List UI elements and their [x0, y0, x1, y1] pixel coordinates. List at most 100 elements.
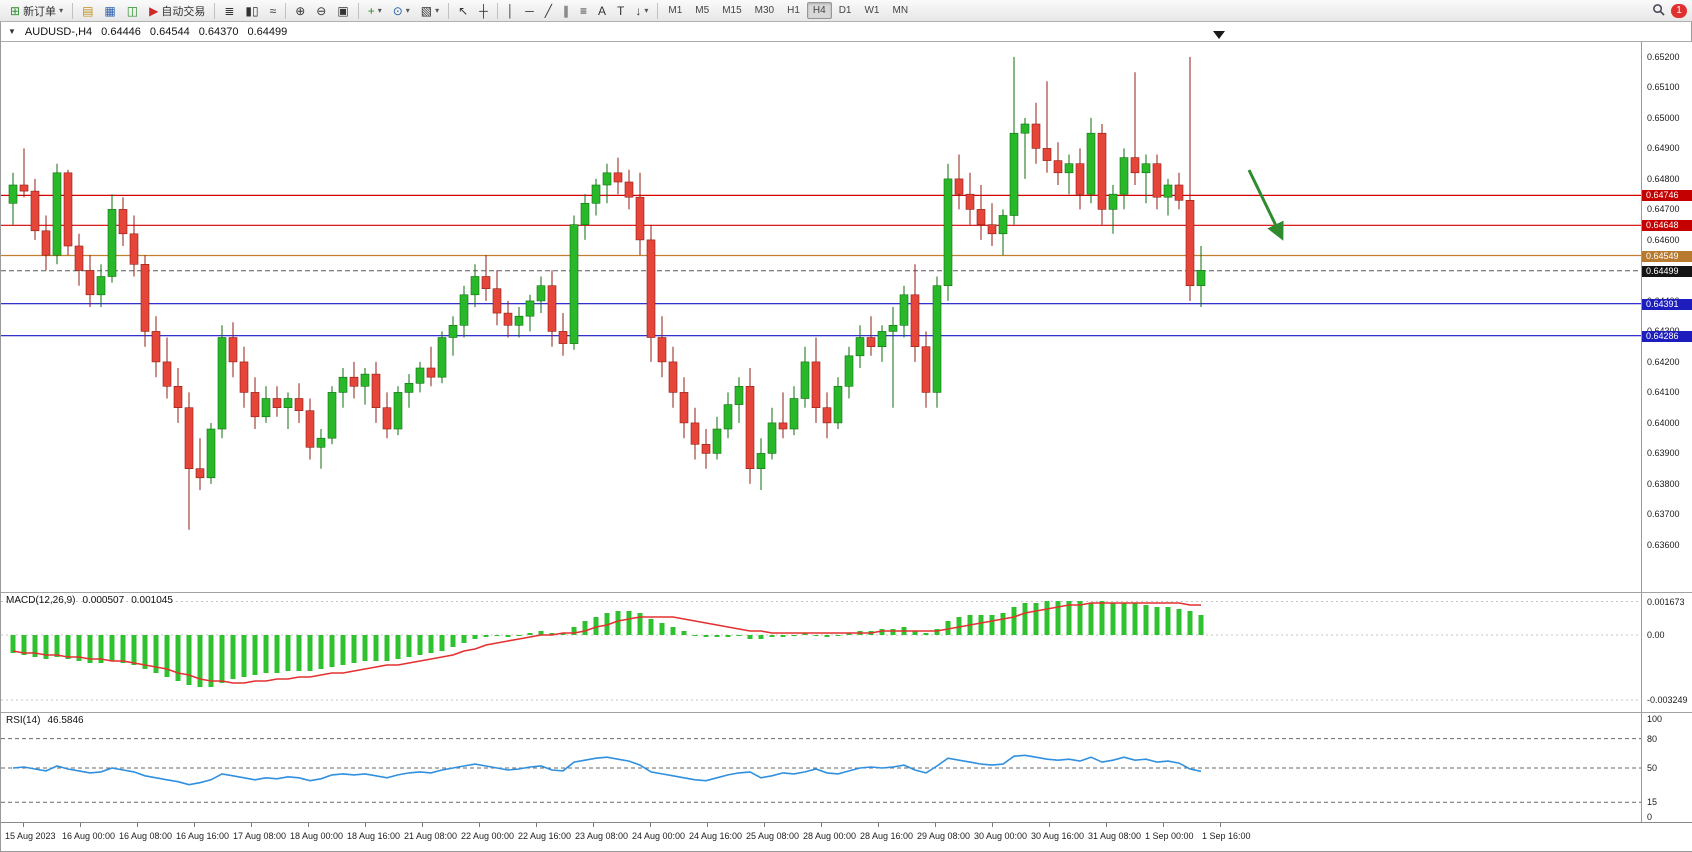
notification-badge[interactable]: 1 — [1671, 3, 1687, 18]
price-chart-plot[interactable] — [1, 42, 1641, 592]
new-chart-button[interactable]: + ▾ — [363, 2, 387, 20]
macd-histogram-bar — [219, 635, 225, 683]
chart-line-button[interactable]: ≈ — [265, 2, 282, 20]
time-tick — [878, 823, 879, 827]
candle-body — [723, 404, 733, 430]
vertical-line-tool-button[interactable]: │ — [502, 2, 520, 20]
macd-histogram-bar — [989, 615, 995, 635]
timeframe-button-d1[interactable]: D1 — [838, 5, 852, 16]
macd-histogram-bar — [131, 635, 137, 665]
macd-plot[interactable] — [1, 593, 1641, 713]
crosshair-icon: ┼ — [479, 3, 488, 18]
price-tick-label: 0.65200 — [1647, 51, 1680, 62]
timeframe-button-m30[interactable]: M30 — [754, 5, 775, 16]
macd-histogram-bar — [1099, 601, 1105, 635]
price-axis[interactable]: 0.65200 0.65100 0.65000 0.64900 0.64800 0.647… — [1641, 42, 1692, 592]
new-order-button[interactable]: ⊞ 新订单 ▾ — [5, 2, 68, 20]
time-tick — [821, 823, 822, 827]
horizontal-line-tool-button[interactable]: ─ — [520, 2, 539, 20]
macd-histogram-bar — [791, 635, 797, 636]
rsi-axis[interactable]: 100 80 50 15 0 — [1641, 713, 1692, 822]
macd-histogram-bar — [549, 633, 555, 635]
candle-body — [844, 355, 854, 387]
time-tick — [536, 823, 537, 827]
macd-histogram-bar — [582, 621, 588, 635]
templates-button[interactable]: ▧ ▾ — [416, 2, 444, 20]
arrows-tool-button[interactable]: ↓ ▾ — [630, 2, 653, 20]
chart-shift-marker[interactable] — [1213, 31, 1225, 39]
candle-body — [151, 331, 161, 363]
macd-tick-label: 0.00 — [1647, 630, 1665, 640]
candle-body — [349, 376, 359, 387]
time-axis[interactable]: 15 Aug 2023 16 Aug 00:00 16 Aug 08:00 16 Au… — [1, 822, 1692, 851]
data-window-button[interactable]: ▦ — [99, 2, 120, 20]
macd-histogram-bar — [87, 635, 93, 663]
text-tool-button[interactable]: A — [593, 2, 611, 20]
timeframe-button-h4[interactable]: H4 — [806, 2, 832, 19]
time-tick-label: 22 Aug 16:00 — [518, 831, 572, 841]
time-tick — [1220, 823, 1221, 827]
price-level-tag: 0.64391 — [1642, 298, 1692, 310]
price-tick-label: 0.64600 — [1647, 234, 1680, 245]
candle-body — [129, 233, 139, 265]
template-icon: ▧ — [420, 3, 433, 18]
timeframe-button-w1[interactable]: W1 — [864, 5, 880, 16]
label-tool-button[interactable]: T — [612, 2, 629, 20]
clock-icon: ⊙ — [392, 3, 403, 18]
macd-histogram-bar — [461, 635, 467, 643]
macd-histogram-bar — [923, 633, 929, 635]
macd-value-main: 0.000507 — [82, 595, 125, 606]
search-button[interactable] — [1647, 2, 1670, 20]
price-tick-label: 0.64800 — [1647, 173, 1680, 184]
timeframe-button-m5[interactable]: M5 — [695, 5, 710, 16]
time-tick — [365, 823, 366, 827]
toolbar-separator — [72, 2, 74, 19]
auto-trading-button[interactable]: ▶ 自动交易 — [144, 2, 210, 20]
timeframe-button-h1[interactable]: H1 — [787, 5, 800, 16]
time-tick-label: 17 Aug 08:00 — [233, 831, 287, 841]
candle-body — [371, 373, 381, 409]
navigator-button[interactable]: ◫ — [122, 2, 143, 20]
crosshair-button[interactable]: ┼ — [474, 2, 493, 20]
macd-histogram-bar — [362, 635, 368, 661]
candle-body — [580, 203, 590, 226]
candle-body — [261, 398, 271, 418]
macd-histogram-bar — [406, 635, 412, 657]
collapse-icon[interactable]: ▼ — [8, 27, 16, 36]
toolbar-separator — [357, 2, 359, 19]
symbol-strip: ▼ AUDUSD-,H4 0.64446 0.64544 0.64370 0.6… — [1, 22, 1691, 42]
time-tick — [1049, 823, 1050, 827]
macd-axis[interactable]: 0.001673 0.00 -0.003249 — [1641, 593, 1692, 712]
rsi-plot[interactable] — [1, 713, 1641, 823]
trendline-tool-button[interactable]: ╱ — [540, 2, 557, 20]
annotation-arrow[interactable] — [1247, 169, 1284, 241]
macd-histogram-bar — [263, 635, 269, 673]
macd-histogram-bar — [846, 633, 852, 635]
fibonacci-tool-button[interactable]: ≡ — [575, 2, 592, 20]
channel-tool-button[interactable]: ∥ — [558, 2, 574, 20]
macd-histogram-bar — [1088, 603, 1094, 635]
candle-body — [1042, 148, 1052, 161]
periods-button[interactable]: ⊙ ▾ — [388, 2, 415, 20]
zoom-out-button[interactable]: ⊖ — [311, 2, 331, 20]
rsi-label: RSI(14) — [6, 715, 41, 726]
rsi-tick-label: 100 — [1647, 714, 1663, 724]
cursor-button[interactable]: ↖ — [453, 2, 473, 20]
macd-histogram-bar — [1044, 601, 1050, 635]
timeframe-button-m1[interactable]: M1 — [668, 5, 683, 16]
candle-body — [712, 428, 722, 454]
chart-candles-button[interactable]: ▮▯ — [240, 2, 263, 20]
candle-body — [393, 392, 403, 430]
macd-histogram-bar — [384, 635, 390, 661]
time-tick-label: 16 Aug 16:00 — [176, 831, 230, 841]
chart-bars-button[interactable]: ≣ — [219, 2, 239, 20]
time-tick-label: 30 Aug 16:00 — [1031, 831, 1085, 841]
tile-windows-button[interactable]: ▣ — [332, 2, 353, 20]
market-watch-button[interactable]: ▤ — [77, 2, 98, 20]
timeframe-button-mn[interactable]: MN — [892, 5, 909, 16]
macd-histogram-bar — [1011, 607, 1017, 635]
time-tick — [137, 823, 138, 827]
chart-window: ▼ AUDUSD-,H4 0.64446 0.64544 0.64370 0.6… — [0, 22, 1692, 852]
zoom-in-button[interactable]: ⊕ — [290, 2, 310, 20]
timeframe-button-m15[interactable]: M15 — [722, 5, 742, 16]
